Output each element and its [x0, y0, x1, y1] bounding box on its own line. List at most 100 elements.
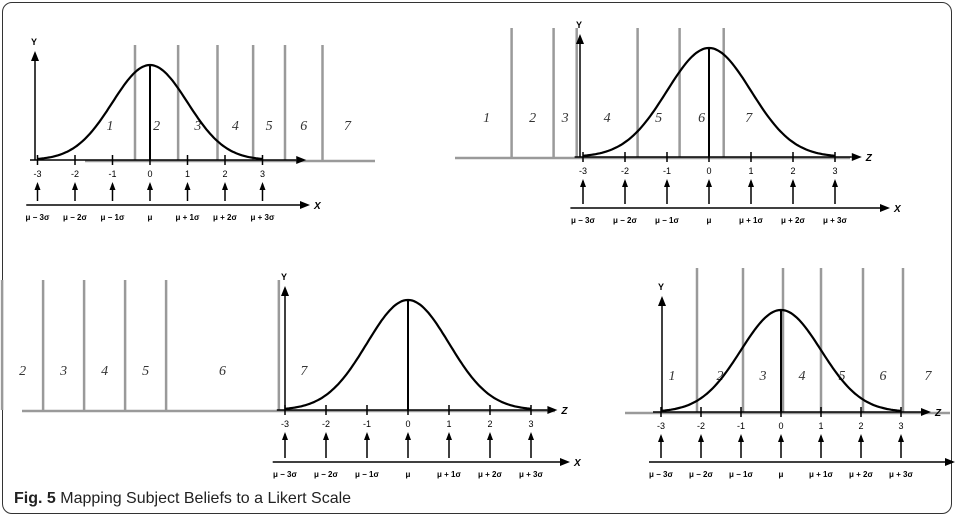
mapping-arrow-icon — [622, 179, 628, 187]
z-axis-arrow-icon — [921, 408, 931, 416]
mapping-arrow-icon — [184, 182, 191, 190]
x-tick-label: μ — [406, 470, 411, 479]
x-tick-label: μ + 1σ — [437, 470, 461, 479]
mapping-arrow-icon — [664, 179, 670, 187]
x-axis-arrow-icon — [560, 458, 570, 466]
mapping-arrow-icon — [222, 182, 228, 190]
z-axis-label: Z — [560, 406, 568, 417]
x-tick-label: μ + 1σ — [176, 213, 200, 222]
likert-category-label: 4 — [604, 111, 611, 126]
x-tick-label: μ − 3σ — [649, 470, 673, 479]
x-axis-arrow-icon — [880, 204, 890, 212]
likert-category-label: 1 — [107, 119, 114, 134]
x-tick-label: μ − 2σ — [63, 213, 87, 222]
mapping-arrow-icon — [698, 434, 704, 442]
x-tick-label: μ + 3σ — [823, 216, 847, 225]
z-tick-label: 0 — [706, 166, 711, 176]
x-axis-label: X — [573, 458, 582, 469]
mapping-arrow-icon — [658, 434, 664, 442]
x-tick-label: μ − 3σ — [571, 216, 595, 225]
mapping-arrow-icon — [738, 434, 744, 442]
mapping-arrow-icon — [580, 179, 586, 187]
z-tick-label: 0 — [778, 421, 783, 431]
likert-category-label: 3 — [193, 119, 201, 134]
x-tick-label: μ — [779, 470, 784, 479]
x-tick-label: μ + 2σ — [213, 213, 237, 222]
x-tick-label: μ — [148, 213, 153, 222]
y-axis-arrow-icon — [658, 296, 666, 306]
z-axis-arrow-icon — [851, 153, 862, 161]
x-tick-label: μ − 2σ — [613, 216, 637, 225]
likert-category-label: 2 — [153, 119, 160, 134]
y-axis-label: Y — [31, 37, 37, 47]
likert-category-label: 4 — [101, 364, 108, 379]
x-tick-label: μ + 3σ — [251, 213, 275, 222]
mapping-arrow-icon — [858, 434, 864, 442]
likert-category-label: 4 — [799, 369, 806, 384]
likert-category-label: 3 — [561, 111, 569, 126]
z-tick-label: 3 — [528, 419, 533, 429]
likert-category-label: 2 — [529, 111, 536, 126]
x-tick-label: μ + 3σ — [889, 470, 913, 479]
x-tick-label: μ — [707, 216, 712, 225]
x-tick-label: μ + 3σ — [519, 470, 543, 479]
y-axis-label: Y — [576, 20, 582, 30]
x-axis-arrow-icon — [945, 458, 955, 466]
likert-category-label: 5 — [839, 369, 846, 384]
y-axis-label: Y — [658, 282, 664, 292]
likert-category-label: 7 — [344, 119, 352, 134]
z-tick-label: -2 — [322, 419, 330, 429]
likert-category-label: 6 — [698, 111, 705, 126]
likert-category-label: 5 — [655, 111, 662, 126]
mapping-arrow-icon — [364, 432, 370, 440]
z-tick-label: 2 — [858, 421, 863, 431]
z-tick-label: -3 — [33, 169, 41, 179]
mapping-arrow-icon — [147, 182, 153, 190]
z-tick-label: -2 — [697, 421, 705, 431]
z-tick-label: 0 — [405, 419, 410, 429]
x-tick-label: μ + 1σ — [739, 216, 763, 225]
mapping-arrow-icon — [748, 179, 754, 187]
mapping-arrow-icon — [34, 182, 41, 190]
mapping-arrow-icon — [832, 179, 838, 187]
likert-category-label: 4 — [232, 119, 239, 134]
x-tick-label: μ − 1σ — [729, 470, 753, 479]
z-axis-label: Z — [865, 153, 873, 164]
mapping-arrow-icon — [818, 434, 824, 442]
y-axis-label: Y — [281, 272, 287, 282]
z-tick-label: -1 — [363, 419, 371, 429]
z-tick-label: 2 — [487, 419, 492, 429]
figure-caption: Fig. 5 Mapping Subject Beliefs to a Like… — [14, 490, 351, 508]
y-axis-arrow-icon — [576, 34, 584, 44]
likert-category-label: 7 — [300, 364, 308, 379]
x-axis-label: X — [313, 201, 322, 212]
likert-category-label: 6 — [880, 369, 887, 384]
likert-category-label: 7 — [925, 369, 933, 384]
z-tick-label: 3 — [832, 166, 837, 176]
x-tick-label: μ + 1σ — [809, 470, 833, 479]
z-tick-label: 2 — [222, 169, 227, 179]
z-tick-label: -2 — [71, 169, 79, 179]
likert-category-label: 2 — [19, 364, 26, 379]
mapping-arrow-icon — [282, 432, 288, 440]
z-tick-label: 3 — [898, 421, 903, 431]
z-axis-arrow-icon — [547, 406, 558, 414]
mapping-arrow-icon — [323, 432, 329, 440]
caption-label: Fig. 5 — [14, 490, 56, 507]
x-tick-label: μ − 1σ — [655, 216, 679, 225]
x-axis-label: X — [893, 204, 902, 215]
likert-category-label: 6 — [219, 364, 226, 379]
mapping-arrow-icon — [259, 182, 266, 190]
x-tick-label: μ − 2σ — [689, 470, 713, 479]
z-tick-label: -3 — [657, 421, 665, 431]
y-axis-arrow-icon — [31, 51, 39, 61]
caption-text: Mapping Subject Beliefs to a Likert Scal… — [60, 490, 352, 507]
likert-category-label: 2 — [717, 369, 724, 384]
z-tick-label: 1 — [185, 169, 190, 179]
x-axis-arrow-icon — [300, 201, 310, 209]
z-tick-label: -1 — [663, 166, 671, 176]
z-tick-label: 3 — [260, 169, 265, 179]
likert-category-label: 3 — [59, 364, 67, 379]
